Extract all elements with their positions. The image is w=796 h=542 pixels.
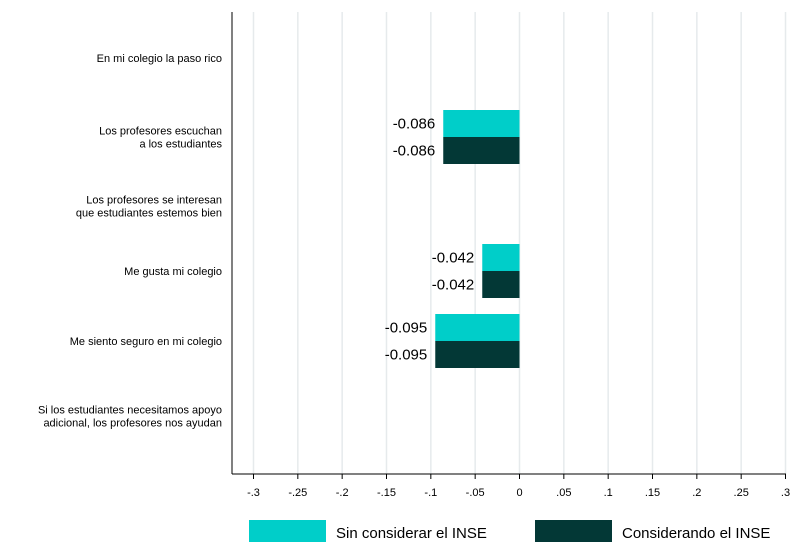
x-tick-label: 0: [516, 487, 522, 499]
data-label: -0.086: [393, 143, 436, 160]
data-label: -0.095: [385, 320, 428, 337]
category-label: adicional, los profesores nos ayudan: [43, 418, 222, 430]
x-tick-labels: -.3 -.25 -.2 -.15 -.1 -.05 0 .05 .1 .15 .2 .25 .3: [247, 487, 790, 499]
x-tick-label: -.1: [424, 487, 437, 499]
category-label: que estudiantes estemos bien: [76, 208, 222, 220]
data-label: -0.095: [385, 347, 428, 364]
bar: [443, 110, 520, 137]
legend-swatch: [249, 520, 326, 542]
bars: [435, 110, 520, 368]
bar: [482, 244, 520, 271]
bar: [435, 341, 520, 368]
bar: [435, 314, 520, 341]
axes: [231, 12, 787, 479]
data-label: -0.042: [432, 250, 475, 267]
x-tick-label: .3: [781, 487, 790, 499]
category-label: Los profesores escuchan: [99, 126, 222, 138]
x-tick-label: .05: [556, 487, 571, 499]
category-labels: En mi colegio la paso rico Los profesores…: [38, 53, 223, 430]
data-labels: -0.086 -0.042 -0.095 -0.086 -0.042 -0.095: [385, 116, 475, 364]
category-label: Me gusta mi colegio: [124, 266, 222, 278]
legend: Sin considerar el INSE Considerando el IN…: [249, 520, 770, 542]
legend-label: Sin considerar el INSE: [336, 525, 487, 542]
legend-swatch: [535, 520, 612, 542]
category-label: Me siento seguro en mi colegio: [70, 336, 222, 348]
x-tick-label: .25: [734, 487, 749, 499]
bar: [482, 271, 520, 298]
category-label: En mi colegio la paso rico: [97, 53, 222, 65]
x-tick-label: -.25: [288, 487, 307, 499]
category-label: a los estudiantes: [139, 139, 222, 151]
category-label: Si los estudiantes necesitamos apoyo: [38, 405, 222, 417]
category-label: Los profesores se interesan: [86, 195, 222, 207]
x-tick-label: .1: [604, 487, 613, 499]
x-tick-label: .15: [645, 487, 660, 499]
x-tick-label: -.05: [466, 487, 485, 499]
legend-label: Considerando el INSE: [622, 525, 770, 542]
x-tick-label: .2: [692, 487, 701, 499]
x-tick-label: -.3: [247, 487, 260, 499]
bar: [443, 137, 520, 164]
data-label: -0.086: [393, 116, 436, 133]
x-tick-label: -.2: [336, 487, 349, 499]
x-tick-label: -.15: [377, 487, 396, 499]
grid-lines: [252, 12, 787, 474]
data-label: -0.042: [432, 277, 475, 294]
